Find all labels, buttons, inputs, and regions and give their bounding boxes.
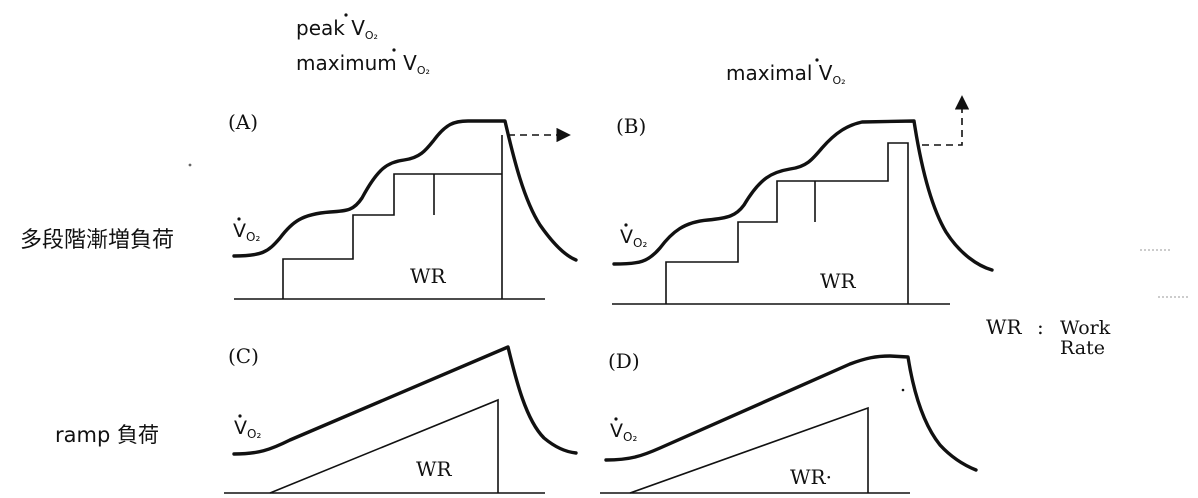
header-right: maximal VO₂ bbox=[726, 61, 846, 87]
work-rate-steps bbox=[665, 142, 909, 304]
overdot-icon bbox=[344, 13, 348, 17]
work-rate-ramp bbox=[269, 398, 499, 494]
scan-artifact bbox=[901, 388, 905, 392]
work-rate-steps bbox=[282, 173, 502, 299]
vo2-curve bbox=[232, 119, 578, 262]
legend-separator: : bbox=[1037, 315, 1044, 339]
panel-c: (C) VO₂ WR bbox=[224, 344, 578, 494]
work-rate-label: WR bbox=[416, 457, 453, 481]
work-rate-label: WR· bbox=[790, 465, 832, 489]
vo2-curve bbox=[232, 345, 578, 456]
panel-label-b: (B) bbox=[616, 114, 646, 138]
vo2-label: VO₂ bbox=[233, 220, 260, 244]
panel-label-a: (A) bbox=[228, 110, 258, 134]
vo2-label: VO₂ bbox=[620, 226, 647, 250]
overdot-icon bbox=[815, 58, 819, 62]
legend-line-2: Rate bbox=[1060, 337, 1105, 359]
legend-abbr: WR bbox=[986, 315, 1023, 339]
work-rate-label: WR bbox=[820, 269, 857, 293]
scan-artifact bbox=[188, 163, 192, 167]
vo2-label: VO₂ bbox=[234, 417, 261, 441]
overdot-icon bbox=[624, 223, 628, 227]
row-label-stepwise: 多段階漸増負荷 bbox=[20, 228, 174, 253]
panel-a: (A) VO₂ WR bbox=[228, 110, 578, 300]
maximal-vo2-label: maximal VO₂ bbox=[726, 61, 846, 87]
peak-vo2-label: peak VO₂ bbox=[296, 16, 378, 42]
legend: WR : Work Rate bbox=[986, 315, 1111, 359]
overdot-icon bbox=[238, 414, 242, 418]
row-label-ramp: ramp 負荷 bbox=[55, 423, 159, 447]
dashed-arrow-up bbox=[922, 95, 970, 146]
overdot-icon bbox=[237, 217, 241, 221]
maximum-vo2-label: maximum VO₂ bbox=[296, 51, 430, 77]
legend-line-1: Work bbox=[1060, 317, 1111, 339]
overdot-icon bbox=[392, 48, 396, 52]
header-left: peak VO₂ maximum VO₂ bbox=[296, 16, 430, 77]
work-rate-label: WR bbox=[410, 264, 447, 288]
work-rate-ramp bbox=[629, 406, 869, 494]
panel-b: (B) VO₂ WR bbox=[612, 95, 994, 305]
vo2-curve bbox=[612, 119, 994, 272]
panel-label-c: (C) bbox=[228, 344, 259, 368]
vo2-label: VO₂ bbox=[610, 420, 637, 444]
panel-label-d: (D) bbox=[608, 349, 640, 373]
panel-d: (D) VO₂ WR· bbox=[600, 349, 978, 494]
overdot-icon bbox=[614, 417, 618, 421]
vo2-curve bbox=[604, 354, 978, 472]
